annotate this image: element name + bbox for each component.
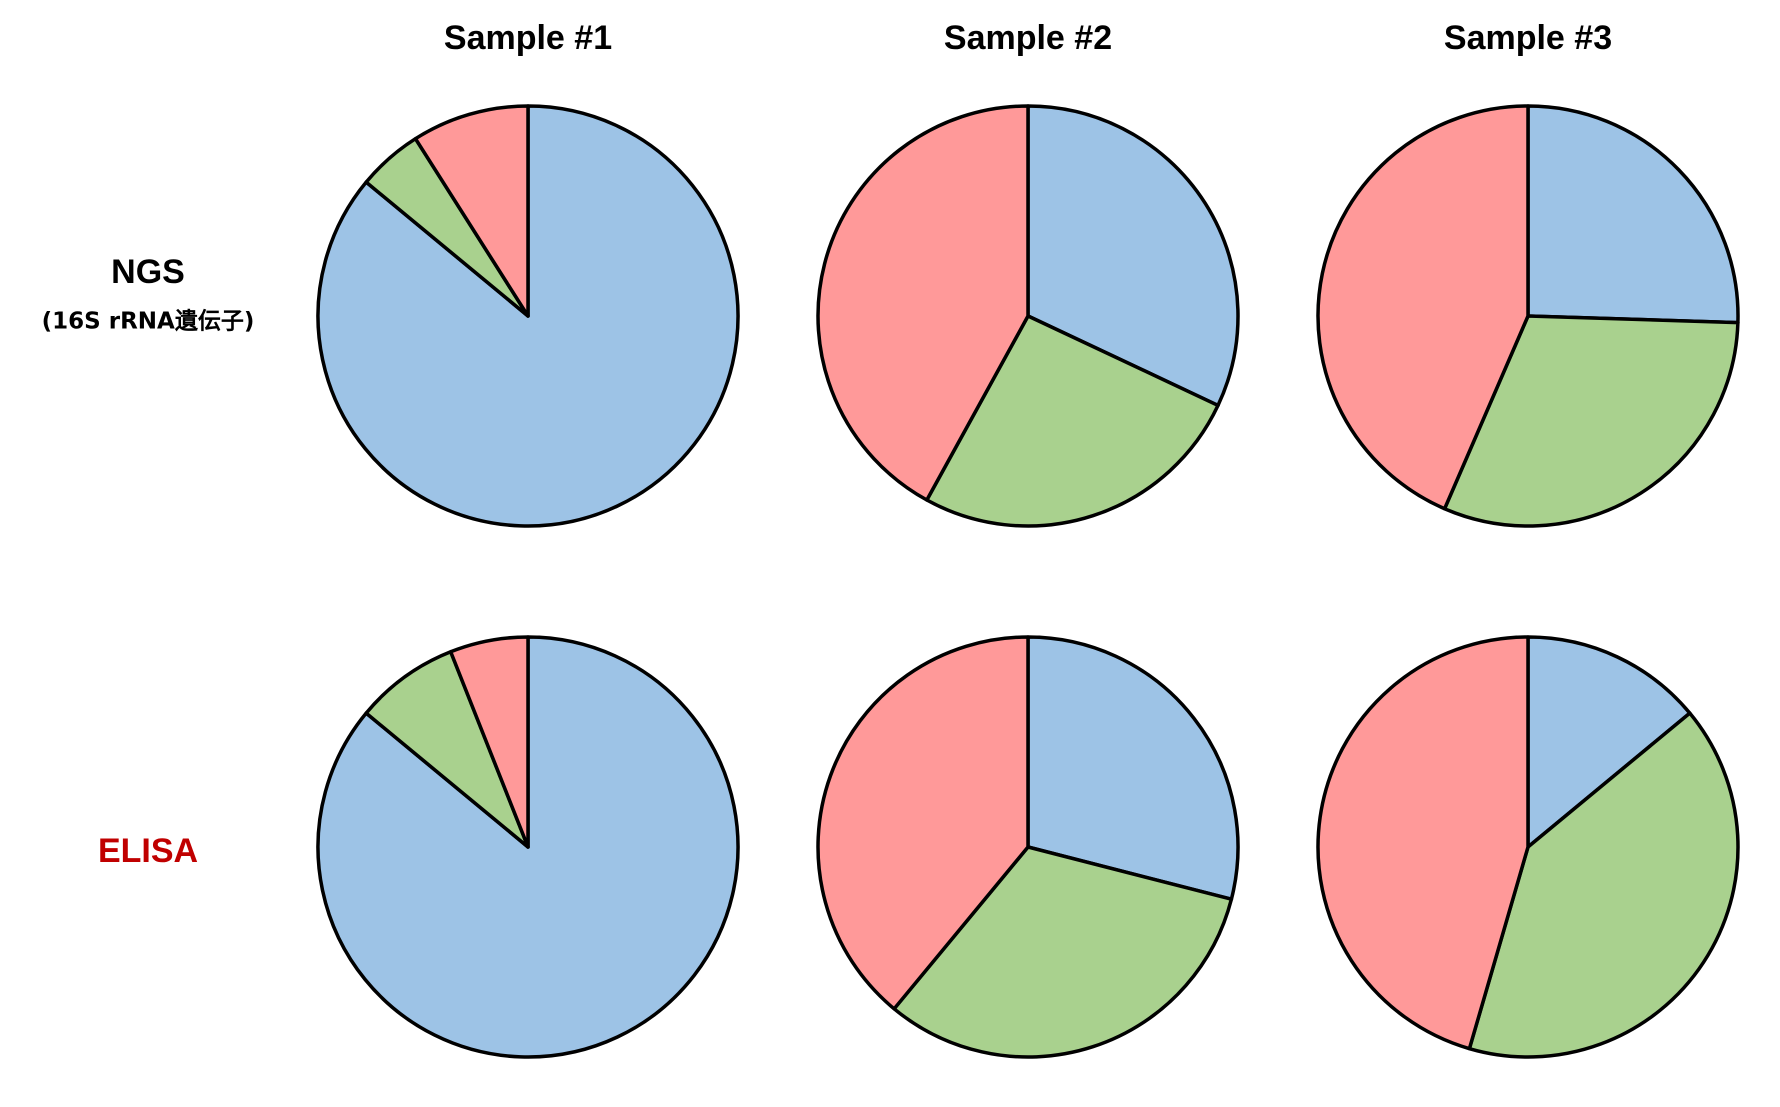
pie-slice [1526, 635, 1692, 849]
pie-slice [364, 649, 530, 849]
pie-slice [1316, 635, 1530, 1051]
pie-slice [1467, 711, 1740, 1059]
pie-slice [892, 845, 1234, 1059]
pie-slice [316, 104, 740, 528]
row-label: NGS [111, 253, 185, 291]
pie-slice [448, 635, 530, 849]
column-title: Sample #1 [444, 19, 612, 57]
row-label: ELISA [98, 832, 198, 870]
pie-slice [1526, 104, 1740, 325]
pie-slice [816, 635, 1030, 1011]
pie-slice [1442, 314, 1740, 528]
pie-slice [413, 104, 530, 318]
column-title: Sample #2 [944, 19, 1112, 57]
pie-slice [1316, 104, 1530, 511]
column-title: Sample #3 [1444, 19, 1612, 57]
pie-slice [1026, 635, 1240, 901]
pie-slice [816, 104, 1030, 502]
pie-slice [316, 635, 740, 1059]
row-sublabel: (16S rRNA遺伝子) [42, 309, 255, 335]
pie-slice [1026, 104, 1240, 408]
